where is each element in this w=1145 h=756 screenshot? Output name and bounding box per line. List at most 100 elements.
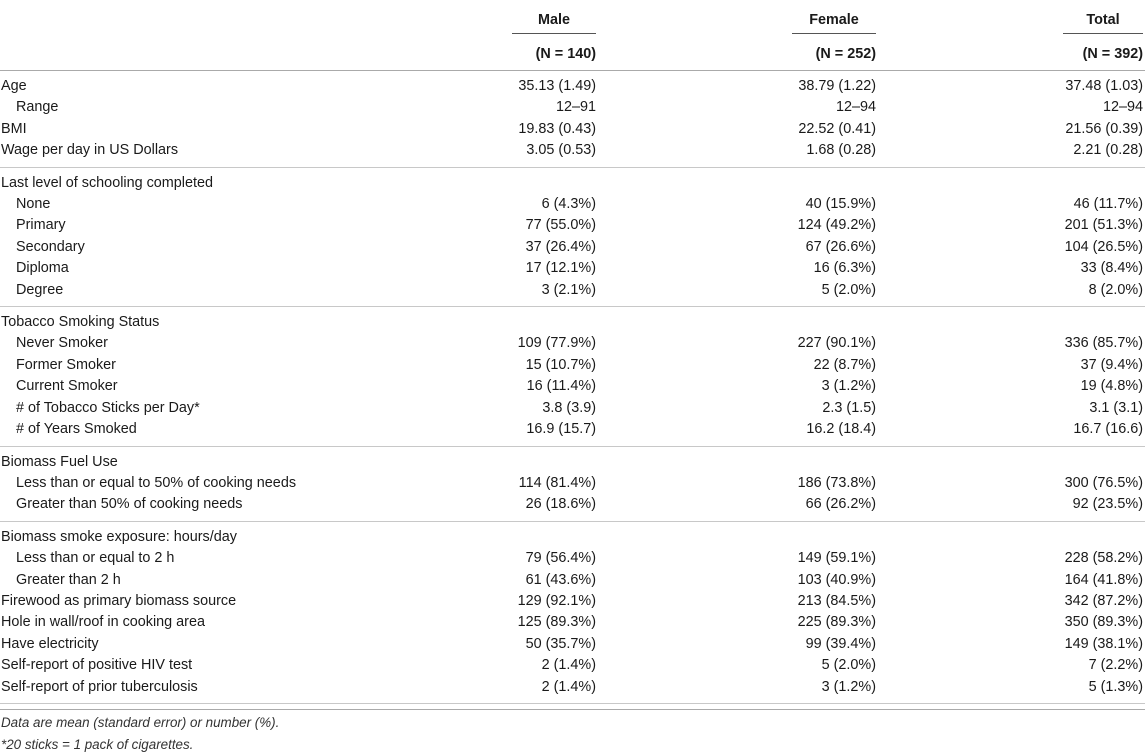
row-label: Secondary [16, 238, 85, 255]
cell-total: 92 (23.5%) [878, 494, 1145, 522]
cell-female: 22.52 (0.41) [798, 120, 876, 137]
table-row: # of Years Smoked 16.9 (15.7) 16.2 (18.4) 1… [0, 419, 1145, 447]
row-label: Self-report of prior tuberculosis [0, 676, 430, 704]
cell-female: 3 (1.2%) [598, 676, 878, 704]
cell-total [878, 167, 1145, 194]
table-row: Biomass smoke exposure: hours/day [0, 521, 1145, 548]
table-row: BMI 19.83 (0.43) 22.52 (0.41) 21.56 (0.39) [0, 119, 1145, 140]
cell-total: 33 (8.4%) [1080, 260, 1143, 277]
row-label: Have electricity [1, 635, 99, 652]
cell-female: 3 (1.2%) [821, 378, 876, 395]
table-row: Age 35.13 (1.49) 38.79 (1.22) 37.48 (1.03) [0, 71, 1145, 98]
cell-male: 3.8 (3.9) [542, 399, 596, 416]
note-data-format: Data are mean (standard error) or number… [1, 715, 280, 730]
cell-male: 50 (35.7%) [525, 635, 596, 652]
cell-female: 2.3 (1.5) [822, 399, 876, 416]
table-row: Wage per day in US Dollars 3.05 (0.53) 1.6… [0, 140, 1145, 168]
cell-female: 1.68 (0.28) [598, 140, 878, 168]
cell-total: 300 (76.5%) [1064, 474, 1143, 491]
note-sticks: *20 sticks = 1 pack of cigarettes. [1, 737, 194, 752]
cell-total: 164 (41.8%) [1064, 571, 1143, 588]
cell-female: 103 (40.9%) [797, 571, 876, 588]
cell-male: 77 (55.0%) [525, 217, 596, 234]
cell-female: 227 (90.1%) [797, 335, 876, 352]
row-label: Current Smoker [16, 378, 118, 395]
notes-divider [0, 709, 1145, 710]
cell-male: 16.9 (15.7) [430, 419, 598, 447]
cell-male: 2 (1.4%) [541, 657, 596, 674]
cell-total: 3.1 (3.1) [1089, 399, 1143, 416]
row-label: Tobacco Smoking Status [1, 314, 160, 331]
cell-total: 7 (2.2%) [1088, 657, 1143, 674]
table-row: Firewood as primary biomass source 129 (9… [0, 591, 1145, 612]
header-row-labels: Male Female Total [0, 0, 1145, 37]
cell-female: 66 (26.2%) [598, 494, 878, 522]
cell-total: 21.56 (0.39) [1065, 120, 1143, 137]
table-row: Biomass Fuel Use [0, 446, 1145, 473]
cell-male [430, 167, 598, 194]
cell-total [878, 307, 1145, 334]
table-row: Range 12–91 12–94 12–94 [0, 97, 1145, 118]
cell-total [878, 521, 1145, 548]
row-label: Self-report of positive HIV test [1, 657, 193, 674]
cell-male [430, 307, 598, 334]
cell-male: 19.83 (0.43) [518, 120, 596, 137]
table-row: Current Smoker 16 (11.4%) 3 (1.2%) 19 (4.8%… [0, 376, 1145, 397]
cell-total: 228 (58.2%) [1064, 550, 1143, 567]
row-label: Never Smoker [16, 335, 108, 352]
cell-female [598, 307, 878, 334]
table-row: Primary 77 (55.0%) 124 (49.2%) 201 (51.3%) [0, 215, 1145, 236]
row-label: Biomass smoke exposure: hours/day [1, 528, 237, 545]
cell-total: 2.21 (0.28) [878, 140, 1145, 168]
row-label: Less than or equal to 2 h [16, 550, 175, 567]
cell-total: 46 (11.7%) [1073, 196, 1143, 213]
table-row: Self-report of positive HIV test 2 (1.4%)… [0, 655, 1145, 676]
cell-female: 225 (89.3%) [797, 614, 876, 631]
cell-male: 35.13 (1.49) [518, 78, 596, 94]
cell-male: 79 (56.4%) [525, 550, 596, 567]
row-label: Range [16, 99, 59, 116]
header-total: Total [878, 0, 1145, 37]
row-label: Biomass Fuel Use [1, 453, 118, 470]
row-label: Degree [0, 279, 430, 308]
row-label: BMI [1, 120, 27, 137]
cell-total: 104 (26.5%) [1064, 238, 1143, 255]
row-label: Former Smoker [16, 356, 116, 373]
table-row: Degree 3 (2.1%) 5 (2.0%) 8 (2.0%) [0, 279, 1145, 308]
cell-female: 5 (2.0%) [821, 657, 876, 674]
cell-male [430, 446, 598, 473]
cell-male: 3 (2.1%) [430, 279, 598, 308]
cell-female: 16.2 (18.4) [598, 419, 878, 447]
cell-total: 37 (9.4%) [1080, 356, 1143, 373]
table-row: Hole in wall/roof in cooking area 125 (89… [0, 612, 1145, 633]
row-label: Firewood as primary biomass source [1, 592, 237, 609]
cell-male: 114 (81.4%) [518, 474, 596, 491]
cell-male: 61 (43.6%) [525, 571, 596, 588]
cell-total: 350 (89.3%) [1064, 614, 1143, 631]
cell-female: 12–94 [835, 99, 876, 116]
header-female-n: (N = 252) [598, 37, 878, 71]
row-label: Greater than 50% of cooking needs [0, 494, 430, 522]
cell-male: 26 (18.6%) [430, 494, 598, 522]
cell-female: 67 (26.6%) [805, 238, 876, 255]
cell-male: 12–91 [555, 99, 596, 116]
row-label: # of Years Smoked [0, 419, 430, 447]
row-label: Diploma [16, 260, 69, 277]
cell-total: 342 (87.2%) [1064, 592, 1143, 609]
row-label: # of Tobacco Sticks per Day* [16, 399, 200, 416]
cell-male: 37 (26.4%) [525, 238, 596, 255]
header-male-n: (N = 140) [430, 37, 598, 71]
table-row: Greater than 50% of cooking needs 26 (18.… [0, 494, 1145, 522]
row-label: Less than or equal to 50% of cooking nee… [16, 474, 297, 491]
table-row: Less than or equal to 50% of cooking nee… [0, 473, 1145, 494]
header-blank [0, 0, 430, 37]
table-row: Former Smoker 15 (10.7%) 22 (8.7%) 37 (9.4%… [0, 355, 1145, 376]
cell-female: 40 (15.9%) [805, 196, 876, 213]
table-row: Self-report of prior tuberculosis 2 (1.4%… [0, 676, 1145, 704]
cell-male: 129 (92.1%) [517, 592, 596, 609]
cell-male: 6 (4.3%) [541, 196, 596, 213]
cell-male: 2 (1.4%) [430, 676, 598, 704]
header-total-n: (N = 392) [878, 37, 1145, 71]
header-female: Female [598, 0, 878, 37]
header-blank-n [0, 37, 430, 71]
